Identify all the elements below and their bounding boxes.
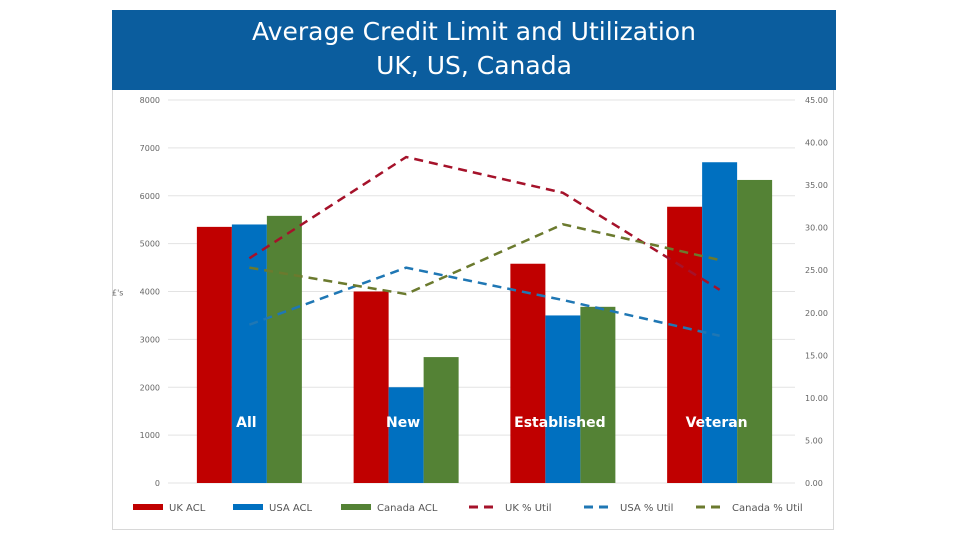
legend-label: UK ACL: [169, 503, 206, 514]
bar-usa-acl: [545, 315, 581, 483]
y2-tick-label: 35.00: [805, 181, 828, 190]
line-canada-util: [249, 222, 720, 296]
y-tick-label: 8000: [140, 96, 160, 105]
y-tick-label: 1000: [140, 431, 160, 440]
bar-canada-acl: [423, 357, 459, 483]
bar-uk-acl: [510, 263, 546, 483]
chart-subtitle: UK, US, Canada: [376, 51, 572, 80]
y2-tick-label: 25.00: [805, 266, 828, 275]
y-tick-label: 4000: [140, 288, 160, 297]
y-tick-label: 7000: [140, 144, 160, 153]
line-uk-util: [248, 155, 721, 291]
legend-swatch: [341, 504, 371, 510]
y2-tick-label: 45.00: [805, 96, 828, 105]
legend-label: Canada ACL: [377, 503, 438, 514]
bar-canada-acl: [737, 179, 773, 484]
legend-label: Canada % Util: [732, 503, 803, 514]
y2-tick-label: 10.00: [805, 394, 828, 403]
bar-canada-acl: [266, 215, 302, 484]
legend-label: UK % Util: [505, 503, 552, 514]
title-banner: Average Credit Limit and Utilization UK,…: [112, 10, 836, 90]
bar-usa-acl: [388, 387, 424, 483]
y-tick-label: 2000: [140, 383, 160, 392]
y-tick-label: 5000: [140, 240, 160, 249]
y-tick-label: 0: [155, 479, 160, 488]
y2-tick-label: 40.00: [805, 139, 828, 148]
y2-tick-label: 15.00: [805, 351, 828, 360]
y-tick-label: 3000: [140, 335, 160, 344]
category-label: All: [236, 415, 256, 431]
category-label: Established: [514, 415, 605, 431]
bar-usa-acl: [231, 224, 267, 483]
bar-uk-acl: [353, 291, 389, 483]
y2-tick-label: 30.00: [805, 224, 828, 233]
category-label: Veteran: [686, 415, 748, 431]
legend-label: USA ACL: [269, 503, 313, 514]
bar-uk-acl: [196, 226, 232, 483]
y2-tick-label: 0.00: [805, 479, 823, 488]
y2-tick-label: 5.00: [805, 436, 823, 445]
chart-title: Average Credit Limit and Utilization: [252, 17, 696, 46]
legend-swatch: [133, 504, 163, 510]
line-usa-util: [248, 266, 720, 337]
y-axis-label: £'s: [112, 289, 123, 298]
legend-label: USA % Util: [620, 503, 673, 514]
y2-tick-label: 20.00: [805, 309, 828, 318]
category-label: New: [386, 415, 420, 431]
legend-swatch: [233, 504, 263, 510]
bar-usa-acl: [702, 162, 738, 484]
y-tick-label: 6000: [140, 192, 160, 201]
bar-canada-acl: [580, 306, 616, 483]
